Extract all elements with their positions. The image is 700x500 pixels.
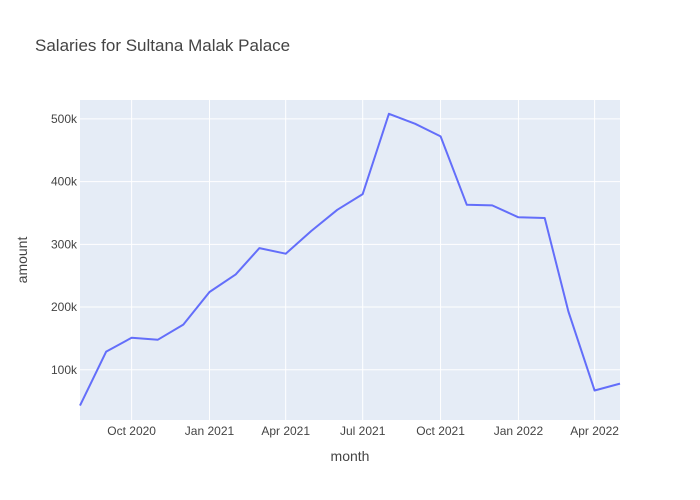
data-point[interactable] <box>204 287 214 297</box>
chart-title: Salaries for Sultana Malak Palace <box>35 36 290 55</box>
y-axis-ticks: 100k 200k 300k 400k 500k <box>51 112 78 377</box>
x-tick-label: Oct 2021 <box>416 424 465 438</box>
plot-area <box>80 100 620 420</box>
y-tick-label: 300k <box>51 237 78 251</box>
x-tick-label: Jan 2021 <box>185 424 235 438</box>
data-point[interactable] <box>75 401 85 411</box>
y-tick-label: 200k <box>51 300 78 314</box>
y-axis-title: amount <box>14 237 30 284</box>
data-point[interactable] <box>590 386 600 396</box>
data-point[interactable] <box>540 213 550 223</box>
data-point[interactable] <box>513 212 523 222</box>
data-point[interactable] <box>231 269 241 279</box>
data-point[interactable] <box>358 189 368 199</box>
data-point[interactable] <box>127 333 137 343</box>
data-point[interactable] <box>281 249 291 259</box>
data-point[interactable] <box>615 379 625 389</box>
data-point[interactable] <box>384 109 394 119</box>
data-point[interactable] <box>101 347 111 357</box>
data-point[interactable] <box>254 243 264 253</box>
data-point[interactable] <box>410 119 420 129</box>
x-axis-title: month <box>331 448 370 464</box>
data-point[interactable] <box>178 320 188 330</box>
x-tick-label: Apr 2022 <box>570 424 619 438</box>
y-tick-label: 500k <box>51 112 78 126</box>
data-point[interactable] <box>462 200 472 210</box>
x-tick-label: Apr 2021 <box>261 424 310 438</box>
x-axis-ticks: Oct 2020 Jan 2021 Apr 2021 Jul 2021 Oct 2021… <box>107 424 619 438</box>
data-point[interactable] <box>563 306 573 316</box>
data-point[interactable] <box>487 200 497 210</box>
data-point[interactable] <box>306 226 316 236</box>
y-tick-label: 400k <box>51 175 78 189</box>
data-point[interactable] <box>153 335 163 345</box>
data-point[interactable] <box>436 131 446 141</box>
series-layer <box>75 109 625 411</box>
series-line <box>79 112 621 407</box>
y-tick-label: 100k <box>51 363 78 377</box>
x-tick-label: Oct 2020 <box>107 424 156 438</box>
x-tick-label: Jan 2022 <box>494 424 544 438</box>
x-tick-label: Jul 2021 <box>340 424 386 438</box>
grid-lines <box>80 100 620 420</box>
data-point[interactable] <box>332 205 342 215</box>
